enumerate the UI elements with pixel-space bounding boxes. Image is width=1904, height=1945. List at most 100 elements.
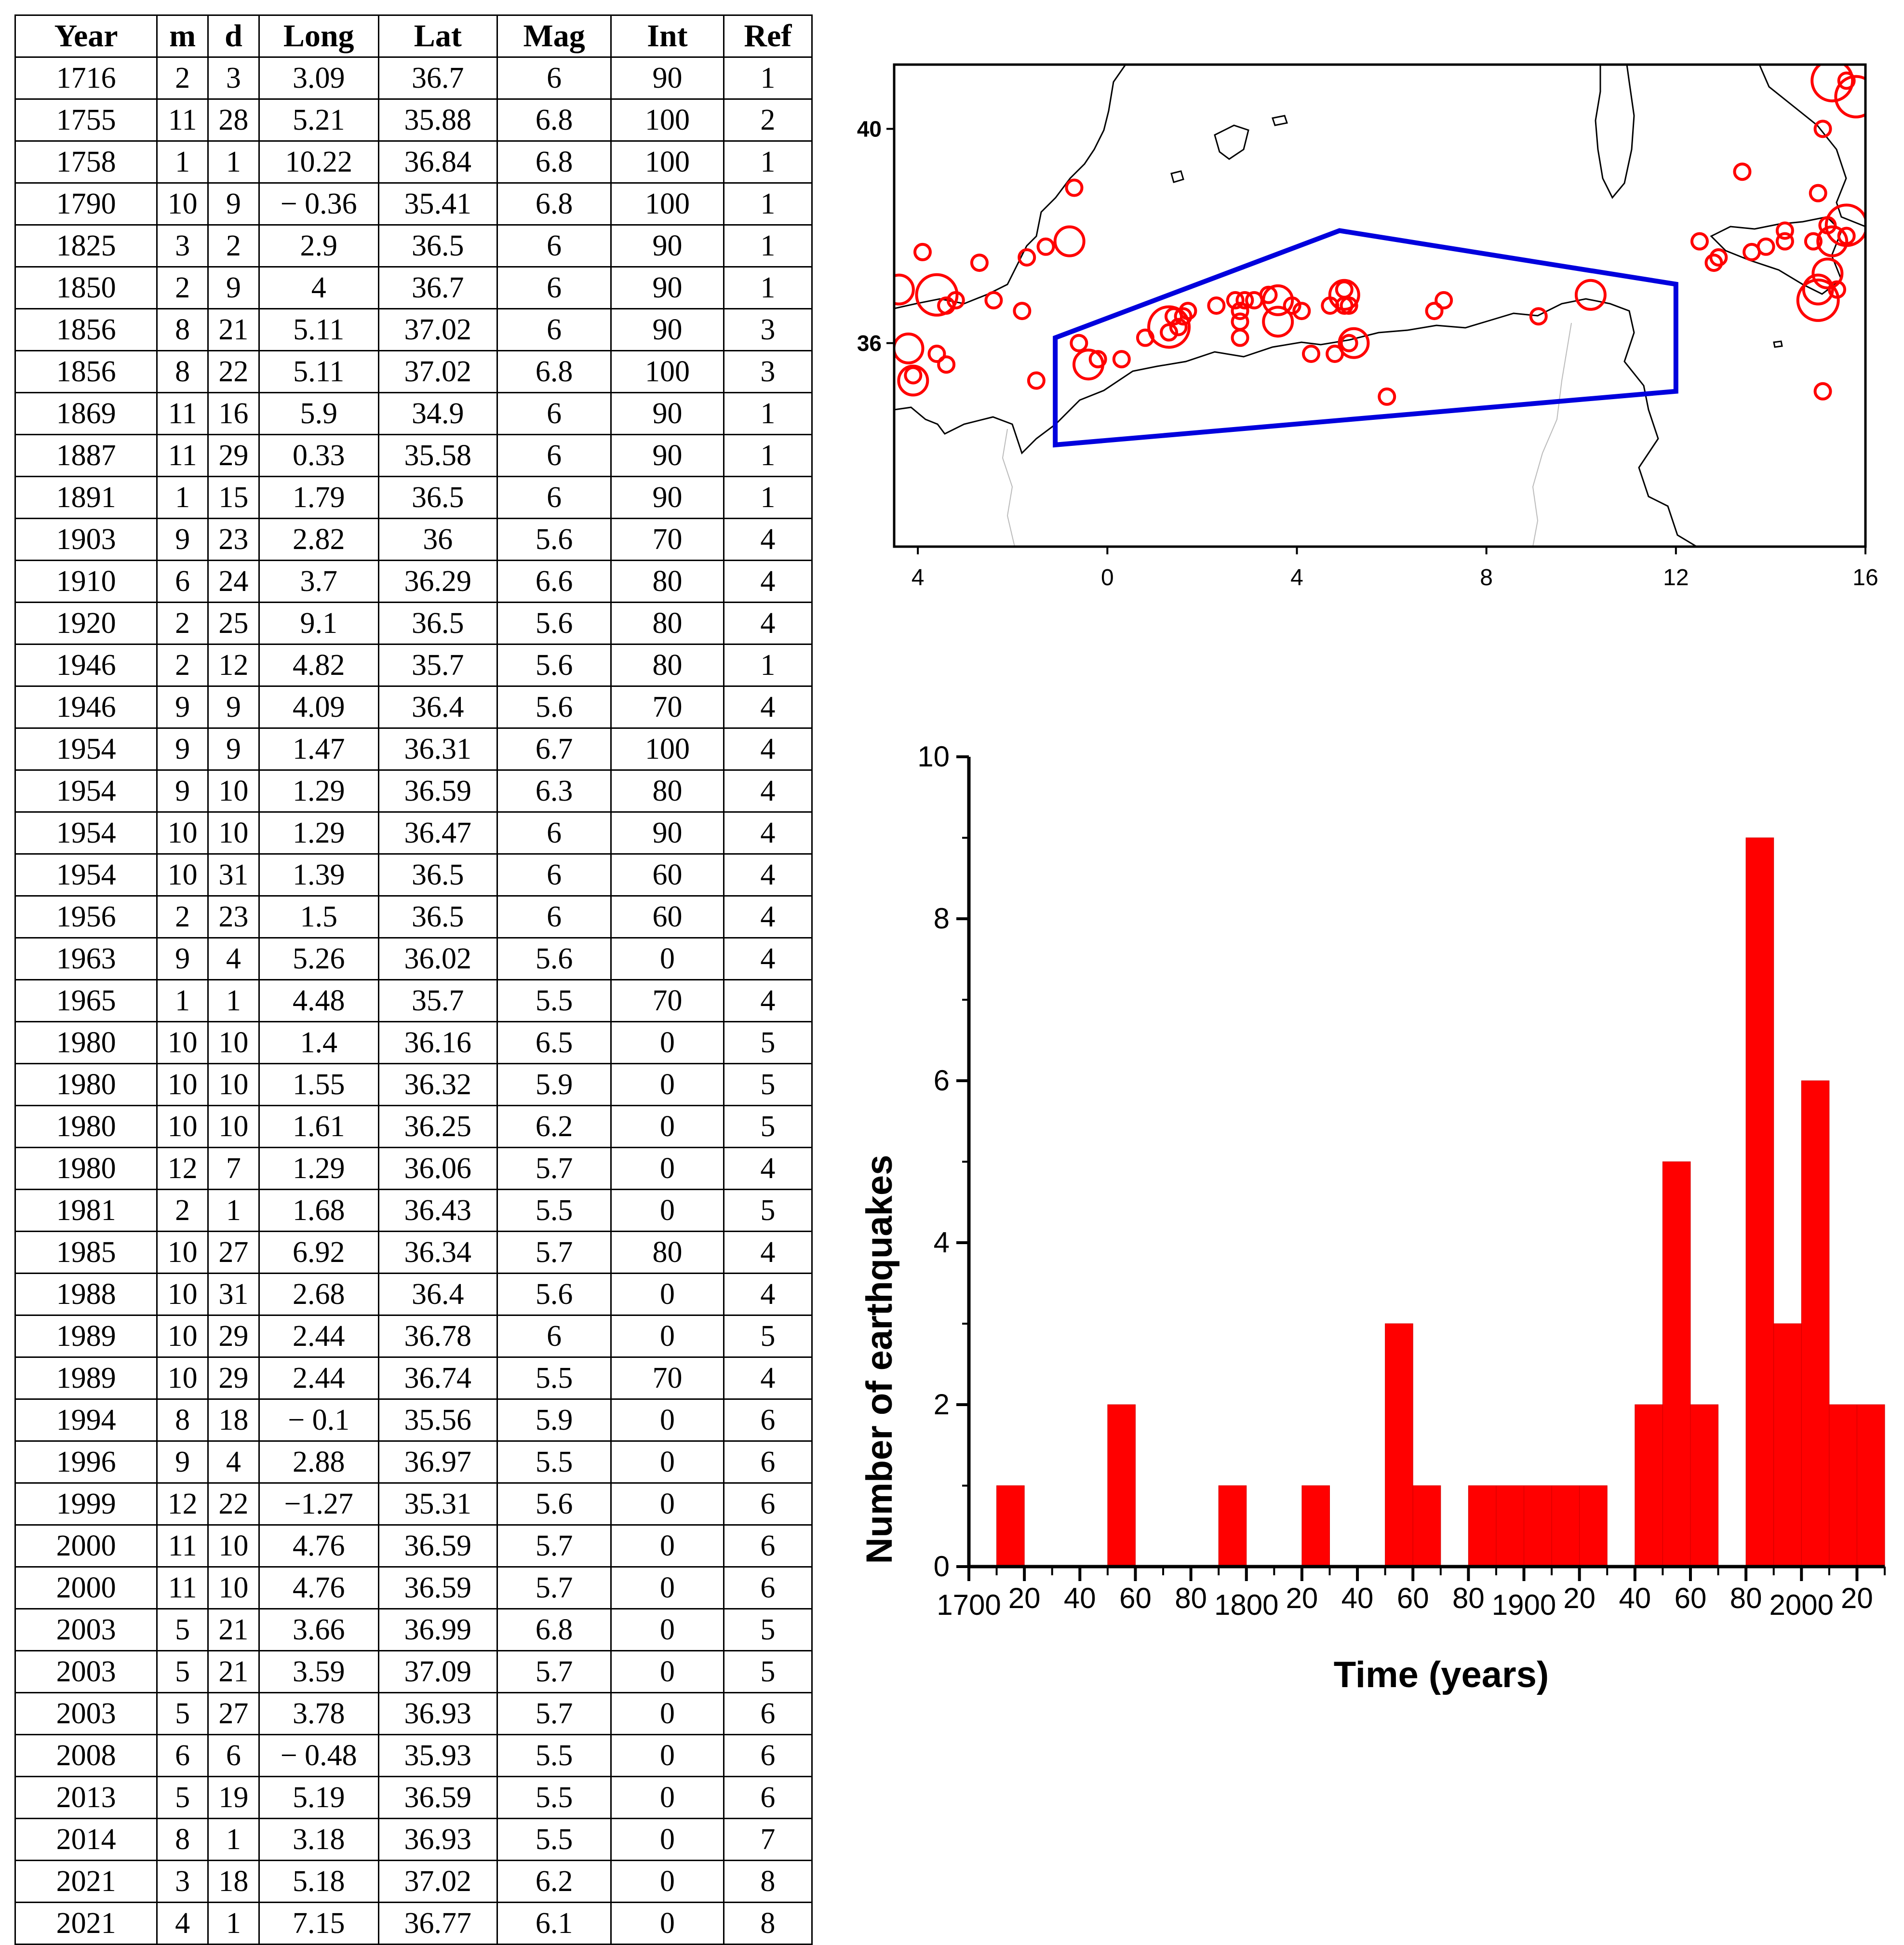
- cell-day: 23: [207, 895, 260, 939]
- cell-month: 10: [156, 182, 209, 226]
- cell-latitude: 36.77: [377, 1902, 498, 1945]
- cell-longitude: 1.68: [258, 1189, 379, 1232]
- cell-intensity: 0: [610, 1021, 724, 1064]
- cell-intensity: 0: [610, 1902, 724, 1945]
- cell-reference: 6: [723, 1482, 813, 1526]
- header-reference: Ref: [723, 14, 813, 58]
- epicenter-marker: [1335, 280, 1354, 299]
- table-row: 2014 8 1 3.18 36.93 5.5 0 7: [14, 1818, 813, 1861]
- cell-month: 8: [156, 350, 209, 393]
- epicenter-marker: [1073, 349, 1104, 381]
- cell-month: 5: [156, 1692, 209, 1735]
- coastline-balearic-ibiza: [1170, 170, 1184, 183]
- cell-month: 11: [156, 434, 209, 477]
- cell-day: 9: [207, 727, 260, 771]
- cell-magnitude: 6: [496, 1315, 612, 1358]
- histogram-bar: [1745, 837, 1774, 1567]
- cell-day: 1: [207, 1818, 260, 1861]
- table-row: 1980 10 10 1.55 36.32 5.9 0 5: [14, 1063, 813, 1106]
- histogram-bar: [1551, 1485, 1580, 1567]
- cell-latitude: 35.88: [377, 98, 498, 142]
- cell-day: 9: [207, 182, 260, 226]
- epicenter-marker: [1690, 232, 1709, 251]
- cell-magnitude: 6.8: [496, 182, 612, 226]
- epicenter-map: 4 0 4 8 12 16 40 36: [848, 53, 1904, 607]
- cell-latitude: 36.43: [377, 1189, 498, 1232]
- cell-latitude: 36.4: [377, 1273, 498, 1316]
- cell-day: 24: [207, 560, 260, 603]
- table-row: 1850 2 9 4 36.7 6 90 1: [14, 266, 813, 309]
- cell-longitude: − 0.1: [258, 1398, 379, 1442]
- cell-magnitude: 5.7: [496, 1231, 612, 1274]
- table-row: 1999 12 22 −1.27 35.31 5.6 0 6: [14, 1482, 813, 1526]
- cell-magnitude: 5.6: [496, 644, 612, 687]
- cell-month: 6: [156, 560, 209, 603]
- cell-longitude: 2.9: [258, 224, 379, 268]
- table-row: 1755 11 28 5.21 35.88 6.8 100 2: [14, 98, 813, 142]
- cell-month: 10: [156, 853, 209, 897]
- cell-year: 1980: [14, 1105, 158, 1148]
- cell-day: 16: [207, 392, 260, 435]
- cell-longitude: 4.82: [258, 644, 379, 687]
- cell-day: 21: [207, 1650, 260, 1693]
- cell-intensity: 100: [610, 182, 724, 226]
- cell-latitude: 36.59: [377, 1566, 498, 1610]
- map-x-tick-label: 4: [912, 565, 925, 590]
- cell-latitude: 36.99: [377, 1608, 498, 1651]
- cell-intensity: 100: [610, 727, 724, 771]
- epicenter-marker: [1259, 285, 1278, 304]
- cell-longitude: 7.15: [258, 1902, 379, 1945]
- epicenter-marker: [1796, 278, 1840, 322]
- earthquake-histogram: 0 2 4 6 8 10 1700 20 40 60 80 1800 20 40 60 80 1900 20 40 6…: [848, 728, 1904, 1702]
- epicenter-marker: [1283, 296, 1301, 315]
- x-tick-label: 20: [1008, 1582, 1041, 1614]
- epicenter-marker: [1207, 296, 1226, 315]
- table-row: 1954 10 10 1.29 36.47 6 90 4: [14, 811, 813, 855]
- cell-day: 31: [207, 853, 260, 897]
- cell-magnitude: 5.5: [496, 1189, 612, 1232]
- epicenter-marker: [1070, 334, 1088, 352]
- cell-longitude: 3.59: [258, 1650, 379, 1693]
- epicenter-marker: [1112, 350, 1131, 369]
- table-row: 2021 3 18 5.18 37.02 6.2 0 8: [14, 1860, 813, 1903]
- cell-day: 1: [207, 140, 260, 184]
- cell-intensity: 0: [610, 1734, 724, 1777]
- cell-longitude: 5.11: [258, 308, 379, 351]
- x-tick-label: 40: [1341, 1582, 1374, 1614]
- cell-reference: 8: [723, 1860, 813, 1903]
- cell-magnitude: 5.7: [496, 1692, 612, 1735]
- cell-longitude: − 0.48: [258, 1734, 379, 1777]
- cell-month: 11: [156, 98, 209, 142]
- cell-intensity: 100: [610, 98, 724, 142]
- table-row: 2000 11 10 4.76 36.59 5.7 0 6: [14, 1566, 813, 1610]
- cell-intensity: 0: [610, 1566, 724, 1610]
- cell-latitude: 35.93: [377, 1734, 498, 1777]
- cell-reference: 5: [723, 1021, 813, 1064]
- epicenter-marker: [1743, 242, 1761, 261]
- cell-intensity: 90: [610, 392, 724, 435]
- cell-intensity: 0: [610, 1105, 724, 1148]
- cell-latitude: 36.29: [377, 560, 498, 603]
- cell-day: 25: [207, 602, 260, 645]
- cell-intensity: 0: [610, 1608, 724, 1651]
- cell-magnitude: 5.5: [496, 1734, 612, 1777]
- cell-year: 1716: [14, 56, 158, 100]
- cell-longitude: 4.48: [258, 979, 379, 1022]
- cell-intensity: 90: [610, 224, 724, 268]
- cell-magnitude: 6: [496, 895, 612, 939]
- epicenter-marker: [1340, 296, 1358, 315]
- cell-day: 18: [207, 1860, 260, 1903]
- cell-reference: 6: [723, 1566, 813, 1610]
- histogram-bar: [1218, 1485, 1247, 1567]
- cell-reference: 4: [723, 1231, 813, 1274]
- histogram-bar: [1107, 1404, 1136, 1567]
- table-row: 1989 10 29 2.44 36.78 6 0 5: [14, 1315, 813, 1358]
- map-x-tick-label: 8: [1480, 565, 1493, 590]
- cell-year: 1946: [14, 644, 158, 687]
- histogram-bar: [996, 1485, 1025, 1567]
- cell-reference: 2: [723, 98, 813, 142]
- cell-day: 10: [207, 1063, 260, 1106]
- cell-reference: 1: [723, 392, 813, 435]
- histogram-bar: [1635, 1404, 1663, 1567]
- epicenter-marker: [1169, 318, 1188, 336]
